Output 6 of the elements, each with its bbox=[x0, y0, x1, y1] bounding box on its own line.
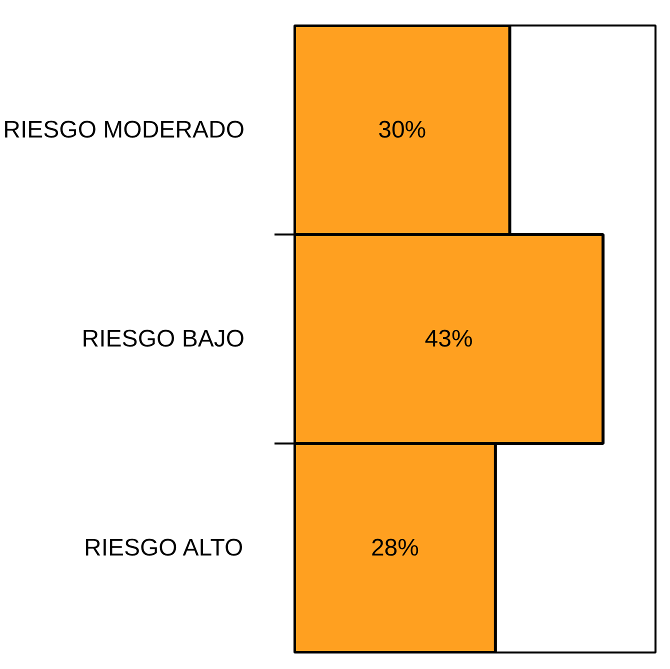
data-label: 28% bbox=[370, 534, 419, 562]
y-tick-label: RIESGO MODERADO bbox=[3, 116, 244, 144]
data-label: 43% bbox=[424, 326, 473, 352]
y-tick-label: RIESGO ALTO bbox=[84, 534, 244, 562]
data-label: 30% bbox=[378, 116, 426, 144]
y-tick-label: RIESGO BAJO bbox=[82, 326, 244, 352]
